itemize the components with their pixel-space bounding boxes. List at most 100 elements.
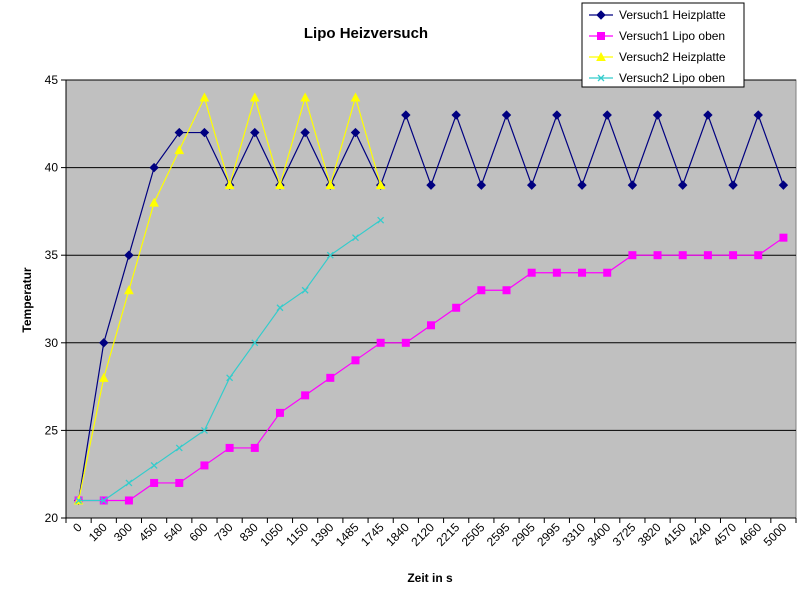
data-point bbox=[377, 216, 385, 224]
data-point bbox=[199, 92, 210, 102]
data-point bbox=[225, 443, 234, 452]
data-point bbox=[149, 197, 159, 207]
y-axis: 20 25 30 35 40 45 bbox=[45, 73, 67, 525]
data-point bbox=[753, 110, 763, 120]
data-point bbox=[174, 127, 184, 138]
data-point bbox=[350, 127, 361, 138]
data-point bbox=[754, 251, 763, 260]
data-point bbox=[451, 110, 461, 120]
legend-marker bbox=[596, 10, 606, 20]
data-point bbox=[351, 356, 360, 365]
data-point bbox=[602, 110, 612, 120]
data-point bbox=[250, 443, 259, 452]
data-point bbox=[779, 233, 788, 242]
data-point bbox=[326, 251, 334, 259]
data-point bbox=[552, 110, 562, 120]
data-point bbox=[401, 110, 411, 120]
data-point bbox=[603, 268, 612, 277]
data-point bbox=[678, 180, 688, 190]
y-tick-label: 30 bbox=[45, 336, 59, 350]
data-point bbox=[99, 338, 109, 348]
data-point bbox=[200, 426, 208, 434]
data-point bbox=[628, 251, 637, 260]
data-point bbox=[124, 496, 133, 505]
data-point bbox=[98, 372, 109, 382]
y-tick-label: 25 bbox=[45, 423, 59, 437]
series bbox=[75, 216, 385, 504]
data-point bbox=[150, 461, 158, 469]
plot-area bbox=[65, 79, 797, 519]
data-point bbox=[100, 497, 108, 504]
x-axis-title: Zeit in s bbox=[407, 571, 453, 585]
legend-marker bbox=[597, 32, 605, 40]
data-point bbox=[728, 180, 738, 190]
data-point bbox=[652, 110, 663, 120]
data-point bbox=[653, 251, 662, 260]
legend: Versuch1 Heizplatte Versuch1 Lipo oben Ver… bbox=[581, 2, 745, 88]
legend-marker bbox=[596, 51, 606, 61]
y-tick-label: 20 bbox=[45, 511, 59, 525]
data-point bbox=[175, 444, 183, 452]
y-tick-label: 45 bbox=[45, 73, 59, 87]
data-point bbox=[125, 479, 133, 487]
data-point bbox=[175, 478, 184, 487]
series-layer bbox=[73, 92, 789, 506]
data-point bbox=[124, 250, 134, 260]
legend-marker bbox=[597, 74, 605, 82]
data-point bbox=[627, 180, 638, 190]
data-point bbox=[249, 92, 260, 102]
data-point bbox=[300, 127, 310, 138]
data-point bbox=[200, 461, 209, 470]
data-point bbox=[552, 268, 561, 277]
legend-label: Versuch1 Heizplatte bbox=[619, 8, 726, 22]
chart-title: Lipo Heizversuch bbox=[304, 25, 428, 42]
y-tick-label: 35 bbox=[45, 248, 59, 262]
data-point bbox=[401, 338, 410, 347]
legend-label: Versuch2 Lipo oben bbox=[619, 71, 725, 85]
legend-label: Versuch2 Heizplatte bbox=[619, 50, 726, 64]
data-point bbox=[250, 127, 260, 138]
data-point bbox=[199, 127, 210, 138]
data-point bbox=[226, 374, 234, 382]
legend-label: Versuch1 Lipo oben bbox=[619, 29, 725, 43]
data-point bbox=[502, 286, 511, 295]
data-point bbox=[150, 478, 159, 487]
data-point bbox=[376, 338, 385, 347]
data-point bbox=[301, 391, 310, 400]
data-point bbox=[301, 286, 309, 294]
data-point bbox=[276, 304, 284, 312]
data-point bbox=[326, 373, 335, 382]
data-point bbox=[578, 268, 587, 277]
data-point bbox=[526, 180, 537, 190]
data-point bbox=[149, 162, 159, 173]
data-point bbox=[124, 285, 134, 295]
y-axis-title: Temperatur bbox=[20, 267, 34, 332]
y-tick-label: 40 bbox=[45, 161, 59, 175]
data-point bbox=[427, 321, 435, 330]
data-point bbox=[251, 339, 259, 347]
data-point bbox=[275, 180, 285, 190]
data-point bbox=[275, 408, 284, 417]
data-point bbox=[174, 145, 185, 155]
data-point bbox=[476, 180, 487, 190]
data-point bbox=[729, 251, 738, 260]
data-point bbox=[325, 180, 336, 190]
data-point bbox=[678, 251, 687, 260]
data-point bbox=[375, 180, 386, 190]
data-point bbox=[527, 268, 536, 277]
data-point bbox=[778, 180, 789, 190]
data-point bbox=[75, 497, 83, 504]
data-point bbox=[703, 110, 713, 120]
data-point bbox=[300, 92, 310, 102]
data-point bbox=[224, 180, 235, 190]
data-point bbox=[703, 251, 712, 260]
data-point bbox=[577, 180, 587, 190]
data-point bbox=[426, 180, 436, 190]
data-point bbox=[452, 303, 461, 312]
data-point bbox=[501, 110, 512, 120]
data-point bbox=[477, 286, 486, 295]
data-point bbox=[352, 234, 359, 242]
legend-box bbox=[581, 2, 745, 88]
data-point bbox=[350, 92, 361, 102]
